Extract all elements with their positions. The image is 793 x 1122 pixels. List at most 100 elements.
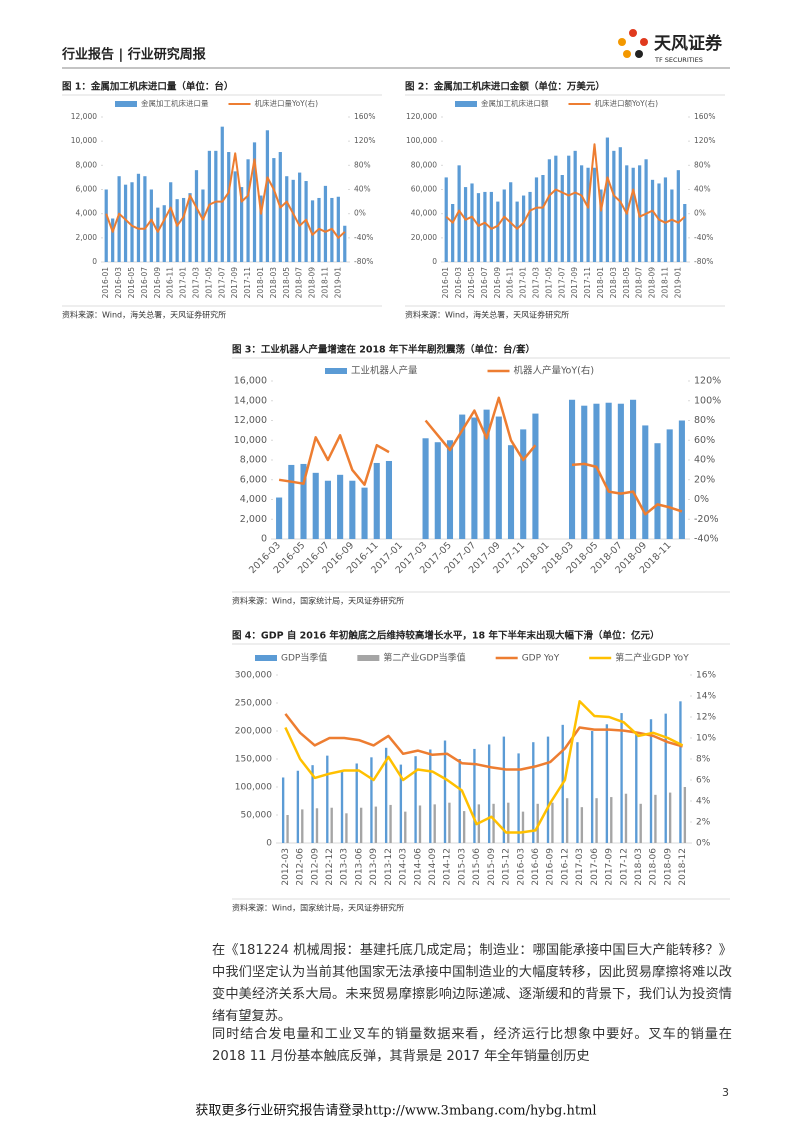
- line: [445, 143, 686, 230]
- bar: [664, 713, 667, 843]
- x-tick-label: 2016-03: [516, 848, 526, 886]
- bar: [676, 170, 680, 262]
- bar: [349, 480, 356, 539]
- bar: [502, 189, 506, 262]
- x-tick-label: 2018-09: [308, 267, 317, 299]
- y-tick-label: 100,000: [406, 136, 437, 145]
- x-tick-label: 2016-11: [506, 267, 515, 299]
- bar: [546, 736, 550, 843]
- x-tick-label: 2016-01: [441, 267, 450, 299]
- x-tick-label: 2018-03: [609, 267, 618, 299]
- bar: [617, 403, 624, 539]
- x-tick-label: 2017-03: [191, 267, 200, 299]
- bar: [310, 200, 315, 262]
- x-tick-label: 2013-12: [384, 848, 394, 886]
- bar: [169, 182, 173, 262]
- bar: [181, 197, 186, 262]
- legend-swatch: [357, 655, 380, 661]
- bar: [496, 201, 500, 262]
- bar: [593, 403, 600, 539]
- x-tick-label: 2016-12: [560, 848, 570, 886]
- line: [105, 152, 346, 239]
- legend-swatch: [325, 368, 347, 374]
- bar: [683, 787, 687, 843]
- bar: [534, 177, 539, 262]
- bar: [136, 173, 141, 262]
- legend-label: GDP当季值: [281, 652, 327, 664]
- bar: [414, 756, 417, 843]
- bar: [336, 196, 340, 262]
- y-tick-label: 8,000: [240, 455, 267, 466]
- bar: [654, 443, 661, 539]
- bar: [630, 399, 637, 539]
- bar: [175, 199, 179, 262]
- bar: [568, 399, 576, 539]
- bar: [291, 179, 295, 262]
- x-tick-label: 2019-01: [333, 267, 342, 299]
- x-tick-label: 2017-11: [583, 267, 592, 299]
- y2-tick-label: -40%: [354, 233, 373, 242]
- bar: [576, 742, 579, 843]
- x-tick-label: 2012-06: [296, 848, 306, 886]
- bar: [581, 405, 588, 539]
- y-tick-label: 12,000: [234, 415, 267, 426]
- y2-tick-label: 80%: [354, 160, 371, 169]
- x-tick-label: 2016-07: [480, 267, 489, 299]
- bar: [433, 804, 436, 843]
- y-tick-label: 0: [261, 534, 267, 545]
- bar: [373, 462, 380, 539]
- x-tick-label: 2014-03: [399, 848, 409, 886]
- x-tick-label: 2018-11: [660, 267, 669, 299]
- bar: [551, 802, 554, 843]
- bar: [573, 150, 577, 262]
- bar: [323, 185, 328, 262]
- bar: [663, 177, 668, 262]
- x-tick-label: 2014-12: [443, 848, 453, 886]
- y2-tick-label: 60%: [694, 435, 715, 446]
- source-note: 资料来源：Wind，海关总署，天风证券研究所: [405, 310, 569, 320]
- bar: [194, 170, 199, 262]
- legend-swatch: [455, 101, 477, 107]
- x-tick-label: 2015-06: [472, 848, 482, 886]
- source-note: 资料来源：Wind，国家统计局，天风证券研究所: [232, 596, 404, 606]
- bar: [389, 804, 392, 843]
- bar: [592, 167, 597, 262]
- y-tick-label: 0: [92, 257, 97, 266]
- bar: [117, 176, 121, 262]
- y2-tick-label: 80%: [694, 415, 715, 426]
- bar: [473, 748, 476, 843]
- bar: [605, 137, 610, 262]
- y-tick-label: 16,000: [234, 376, 267, 387]
- line: [284, 700, 684, 834]
- bar: [326, 755, 329, 843]
- bar: [301, 809, 304, 843]
- bar: [370, 757, 373, 843]
- bar: [567, 155, 571, 262]
- x-tick-label: 2019-01: [673, 267, 682, 299]
- y-tick-label: 12,000: [71, 112, 97, 121]
- y-tick-label: 10,000: [234, 435, 267, 446]
- bar: [418, 805, 422, 843]
- x-tick-label: 2012-12: [325, 848, 335, 886]
- bar: [580, 807, 584, 843]
- y-tick-label: 40,000: [411, 209, 437, 218]
- bar: [312, 472, 319, 539]
- bar: [374, 806, 378, 843]
- bar: [532, 742, 535, 843]
- bar: [404, 811, 407, 843]
- y-tick-label: 300,000: [235, 671, 272, 681]
- bar: [644, 159, 648, 262]
- x-tick-label: 2016-03: [114, 267, 123, 299]
- bar: [252, 142, 257, 262]
- bar: [385, 460, 393, 539]
- x-tick-label: 2016-11: [166, 267, 175, 299]
- x-tick-label: 2016-06: [531, 848, 541, 886]
- y2-tick-label: 120%: [354, 136, 375, 145]
- bar: [459, 414, 466, 539]
- y2-tick-label: -20%: [694, 514, 719, 525]
- x-tick-label: 2016-05: [127, 267, 136, 299]
- x-tick-label: 2018-03: [634, 848, 644, 886]
- x-tick-label: 2017-11: [243, 267, 252, 299]
- chart-title: 图 2：金属加工机床进口金额（单位：万美元）: [405, 81, 605, 93]
